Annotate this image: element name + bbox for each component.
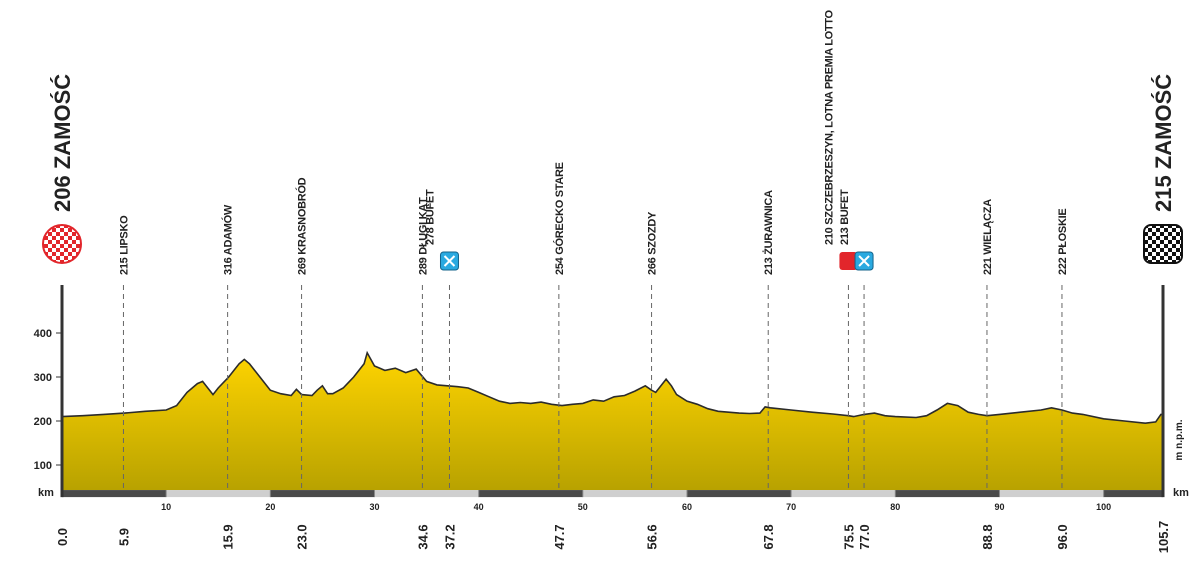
- start-label: 206 ZAMOŚĆ: [50, 74, 75, 212]
- finish-icon: [1143, 224, 1183, 264]
- waypoint-label: 278 BUFET: [424, 189, 436, 245]
- waypoint-label: 222 PŁOSKIE: [1057, 209, 1069, 275]
- waypoint-km: 34.6: [415, 524, 430, 549]
- km-bar-segment: [62, 490, 167, 498]
- x-tick-label: 30: [369, 502, 379, 512]
- x-tick-label: 10: [161, 502, 171, 512]
- x-tick-label: 90: [994, 502, 1004, 512]
- start-icon: [42, 224, 82, 264]
- waypoint-label: 266 SZOZDY: [647, 211, 659, 275]
- km-bar-segment: [478, 490, 583, 498]
- waypoint-km: 56.6: [645, 524, 660, 549]
- x-tick-label: 40: [474, 502, 484, 512]
- waypoint-km: 15.9: [221, 524, 236, 549]
- y-axis-label: m n.p.m.: [1174, 419, 1185, 460]
- waypoint-km: 23.0: [295, 524, 310, 549]
- waypoint-km: 5.9: [116, 528, 131, 546]
- waypoint-label: 213 ŻURAWNICA: [762, 190, 775, 275]
- km-bar-segment: [686, 490, 792, 498]
- waypoint-label: 210 SZCZEBRZESZYN, LOTNA PREMIA LOTTO: [823, 9, 835, 245]
- sprint-icon: [839, 252, 858, 270]
- km-bar-segment: [895, 490, 1000, 498]
- waypoint-km: 77.0: [857, 524, 872, 549]
- finish-km: 105.7: [1156, 521, 1171, 554]
- waypoint-label: 269 KRASNOBRÓD: [296, 177, 309, 275]
- start-km: 0.0: [55, 528, 70, 546]
- y-tick-label: 300: [34, 372, 52, 384]
- y-tick-label: 100: [34, 460, 52, 472]
- profile-fill: [62, 352, 1163, 491]
- waypoint-label: 254 GÓRECKO STARE: [553, 162, 566, 275]
- x-tick-label: 70: [786, 502, 796, 512]
- km-bar: [62, 490, 1163, 498]
- waypoint-km: 75.5: [841, 524, 856, 549]
- x-unit-left: km: [38, 487, 54, 499]
- profile-line: [61, 350, 1163, 425]
- y-tick-label: 200: [34, 416, 52, 428]
- x-unit-right: km: [1173, 487, 1189, 499]
- km-bar-segment: [1103, 490, 1163, 498]
- waypoint-km: 67.8: [761, 524, 776, 549]
- y-tick-label: 400: [34, 328, 52, 340]
- waypoint-label: 221 WIELĄCZA: [982, 199, 994, 275]
- waypoint-label: 316 ADAMÓW: [222, 204, 235, 275]
- bufet-symbol: [858, 255, 870, 267]
- x-tick-label: 100: [1096, 502, 1111, 512]
- waypoint-label: 213 BUFET: [839, 189, 851, 245]
- x-tick-label: 20: [265, 502, 275, 512]
- bufet-symbol: [443, 255, 456, 267]
- km-bar-segment: [270, 490, 375, 498]
- x-tick-label: 50: [578, 502, 588, 512]
- waypoint-km: 96.0: [1055, 524, 1070, 549]
- waypoint-label: 289 DŁUGI KĄT: [417, 197, 429, 275]
- waypoint-label: 215 LIPSKO: [118, 215, 130, 275]
- waypoint-km: 37.2: [442, 524, 457, 549]
- x-tick-label: 60: [682, 502, 692, 512]
- finish-label: 215 ZAMOŚĆ: [1151, 74, 1176, 212]
- waypoint-km: 88.8: [980, 524, 995, 549]
- waypoint-km: 47.7: [552, 524, 567, 549]
- x-tick-label: 80: [890, 502, 900, 512]
